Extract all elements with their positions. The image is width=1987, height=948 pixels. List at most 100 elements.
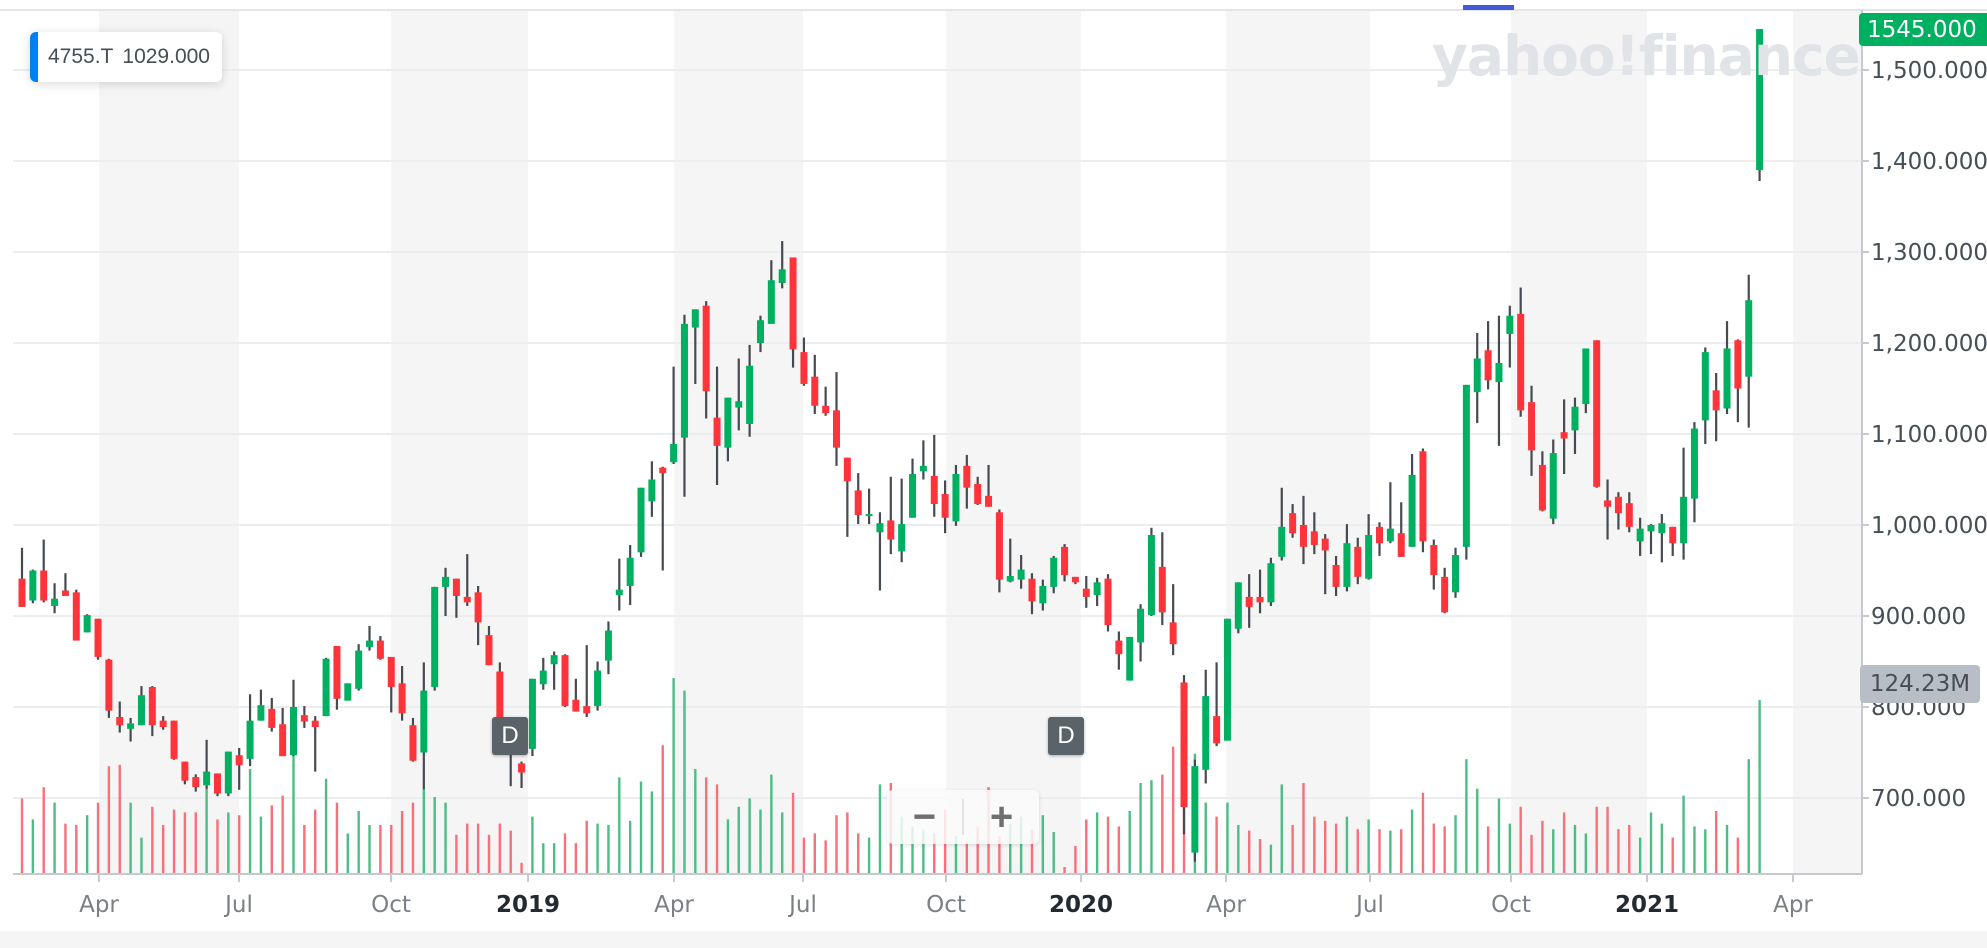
candle[interactable] — [18, 547, 26, 607]
candle[interactable] — [311, 716, 319, 772]
candle[interactable] — [1386, 482, 1394, 544]
candle[interactable] — [941, 480, 949, 534]
candle[interactable] — [1701, 347, 1709, 445]
candle[interactable] — [159, 716, 167, 730]
candle[interactable] — [72, 589, 80, 641]
candle[interactable] — [333, 646, 341, 710]
candle[interactable] — [148, 686, 156, 737]
candle[interactable] — [518, 761, 526, 788]
candle[interactable] — [1310, 512, 1318, 555]
candle[interactable] — [387, 656, 395, 713]
candle[interactable] — [1223, 618, 1231, 741]
candle[interactable] — [583, 645, 591, 718]
candle[interactable] — [420, 662, 428, 790]
candle[interactable] — [833, 372, 840, 466]
candle[interactable] — [1147, 527, 1155, 616]
dividend-marker[interactable]: D — [492, 717, 528, 755]
candle[interactable] — [203, 739, 211, 789]
candle[interactable] — [604, 621, 612, 675]
candle[interactable] — [985, 464, 993, 507]
candle[interactable] — [811, 354, 819, 414]
candle[interactable] — [1647, 524, 1655, 555]
candle[interactable] — [909, 458, 917, 518]
candle[interactable] — [843, 457, 851, 537]
candle[interactable] — [746, 344, 754, 437]
candle[interactable] — [898, 478, 906, 563]
candle[interactable] — [376, 636, 384, 660]
candle[interactable] — [1299, 495, 1307, 565]
candle[interactable] — [1256, 569, 1264, 614]
candle[interactable] — [1093, 577, 1101, 606]
candle[interactable] — [83, 614, 91, 633]
candle[interactable] — [1462, 384, 1470, 560]
candle[interactable] — [246, 694, 254, 767]
candle[interactable] — [1419, 448, 1427, 553]
candle[interactable] — [398, 666, 406, 721]
candle[interactable] — [474, 585, 482, 646]
candle[interactable] — [94, 618, 102, 660]
zoom-out-button[interactable]: − — [912, 794, 937, 839]
candle[interactable] — [594, 661, 602, 711]
candle[interactable] — [1169, 584, 1177, 656]
candle[interactable] — [213, 773, 221, 797]
candle[interactable] — [1061, 544, 1069, 582]
candle[interactable] — [1614, 492, 1622, 530]
candle[interactable] — [767, 260, 775, 324]
candle[interactable] — [1365, 514, 1373, 580]
candle[interactable] — [1115, 631, 1123, 670]
zoom-in-button[interactable]: + — [989, 794, 1014, 839]
candle[interactable] — [322, 657, 330, 717]
candle[interactable] — [1528, 385, 1536, 476]
candle[interactable] — [29, 569, 37, 604]
candle[interactable] — [1636, 517, 1644, 556]
candle[interactable] — [822, 386, 830, 416]
candle[interactable] — [1680, 447, 1688, 560]
candle[interactable] — [1658, 514, 1666, 563]
candle[interactable] — [355, 644, 363, 691]
candle[interactable] — [887, 476, 895, 555]
candle[interactable] — [192, 774, 200, 792]
candle[interactable] — [702, 301, 710, 419]
candle[interactable] — [442, 567, 450, 616]
candle[interactable] — [735, 358, 743, 431]
candle[interactable] — [756, 315, 764, 353]
candle[interactable] — [1430, 539, 1438, 590]
candle[interactable] — [876, 512, 884, 591]
candle[interactable] — [1017, 555, 1025, 589]
candle[interactable] — [235, 747, 243, 790]
candle[interactable] — [1289, 504, 1297, 538]
candle[interactable] — [1452, 547, 1460, 598]
candle[interactable] — [1604, 479, 1612, 540]
candle[interactable] — [1495, 315, 1503, 446]
candle[interactable] — [1267, 557, 1275, 606]
candle[interactable] — [952, 464, 960, 526]
candle[interactable] — [181, 761, 189, 785]
candle[interactable] — [1158, 532, 1166, 626]
candle[interactable] — [1549, 439, 1557, 525]
candle[interactable] — [1126, 636, 1134, 681]
candle[interactable] — [1278, 487, 1286, 561]
candle[interactable] — [485, 626, 493, 666]
dividend-marker[interactable]: D — [1048, 717, 1084, 755]
candle[interactable] — [800, 337, 808, 386]
candle[interactable] — [1745, 274, 1753, 428]
candle[interactable] — [1473, 332, 1481, 424]
candle[interactable] — [463, 554, 471, 606]
candle[interactable] — [1712, 373, 1720, 442]
candle[interactable] — [1506, 305, 1514, 368]
candle[interactable] — [919, 440, 927, 480]
candle[interactable] — [854, 473, 862, 525]
candle[interactable] — [170, 720, 178, 760]
candle[interactable] — [637, 487, 645, 557]
candle[interactable] — [1321, 534, 1329, 595]
candle[interactable] — [1213, 662, 1221, 747]
candle[interactable] — [137, 686, 145, 726]
candle[interactable] — [1028, 573, 1036, 615]
candle[interactable] — [1050, 555, 1058, 594]
candle[interactable] — [691, 309, 699, 384]
candle[interactable] — [1517, 287, 1525, 417]
candle[interactable] — [1245, 574, 1253, 628]
candle[interactable] — [40, 539, 48, 603]
candle[interactable] — [789, 257, 797, 368]
